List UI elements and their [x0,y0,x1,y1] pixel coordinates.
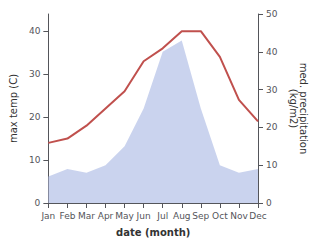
svg-text:max temp (C): max temp (C) [8,74,19,143]
svg-text:Sep: Sep [192,211,209,221]
svg-text:Dec: Dec [249,211,266,221]
svg-text:Nov: Nov [230,211,248,221]
svg-text:50: 50 [266,9,278,19]
svg-text:30: 30 [266,85,278,95]
svg-text:20: 20 [266,122,278,132]
svg-text:40: 40 [29,26,41,36]
svg-text:May: May [115,211,134,221]
svg-text:30: 30 [29,69,41,79]
svg-text:20: 20 [29,112,41,122]
svg-text:Aug: Aug [173,211,191,221]
svg-text:(kg/m2): (kg/m2) [288,89,299,129]
svg-text:Feb: Feb [59,211,75,221]
svg-text:date (month): date (month) [116,227,190,238]
svg-text:Mar: Mar [78,211,95,221]
svg-text:med. precipitation: med. precipitation [297,62,309,155]
svg-text:10: 10 [29,155,41,165]
svg-text:Jun: Jun [136,211,151,221]
svg-text:10: 10 [266,160,278,170]
svg-text:Oct: Oct [212,211,228,221]
svg-text:Jan: Jan [40,211,55,221]
svg-text:Jul: Jul [156,211,168,221]
svg-text:Apr: Apr [98,211,114,221]
svg-text:40: 40 [266,47,278,57]
svg-text:0: 0 [35,198,41,208]
svg-text:0: 0 [266,198,272,208]
